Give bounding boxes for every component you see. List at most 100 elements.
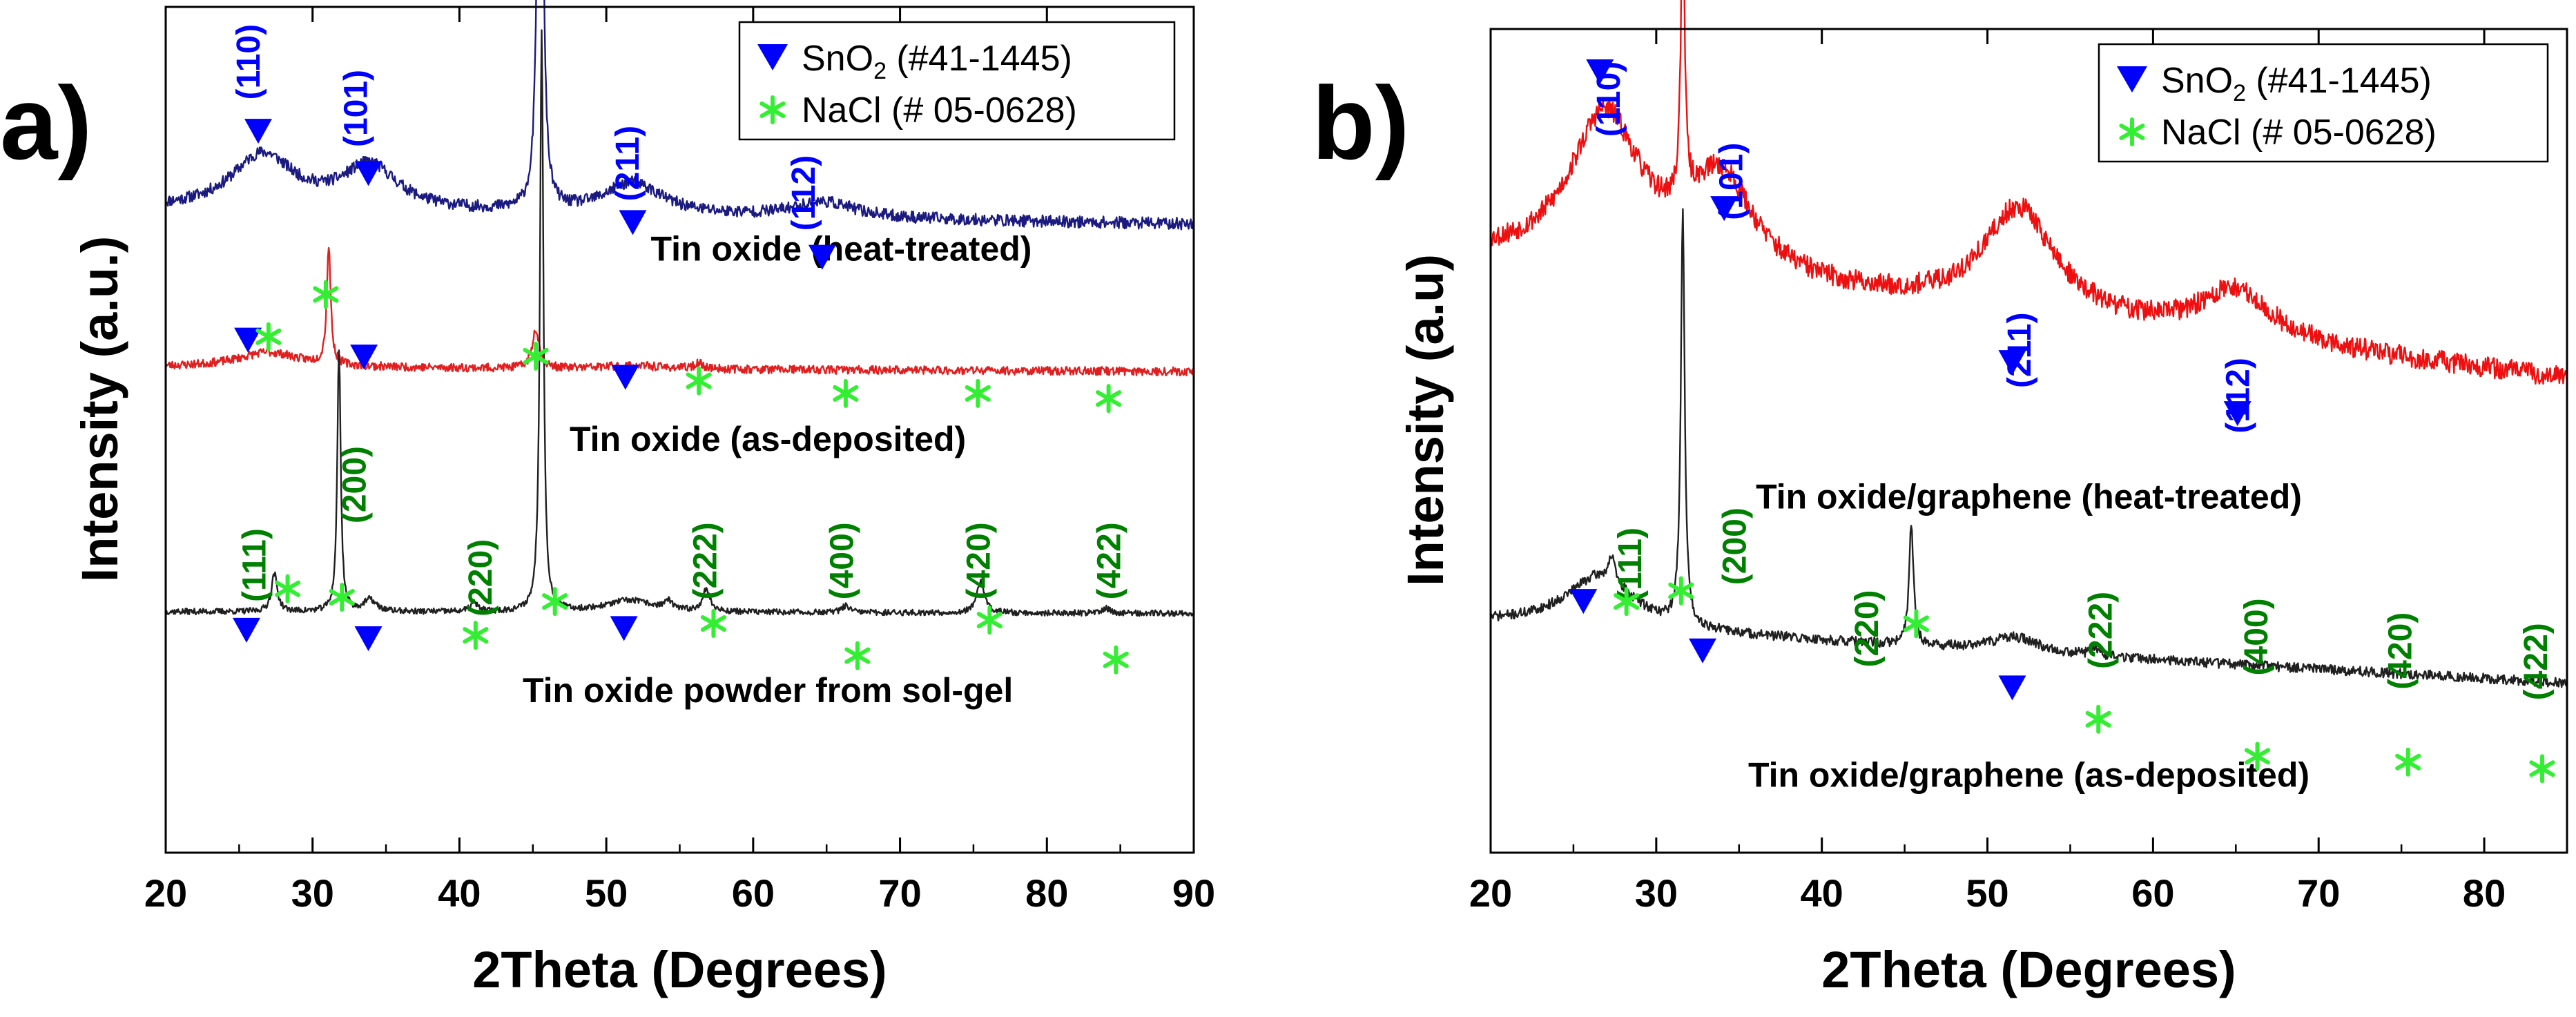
hkl-label: (420)	[960, 522, 997, 599]
nacl-asterisk-marker	[1903, 609, 1929, 639]
nacl-asterisk-marker	[1614, 587, 1640, 617]
nacl-asterisk-marker	[2244, 742, 2271, 771]
hkl-label: (110)	[231, 24, 267, 99]
hkl-label: (112)	[786, 155, 822, 231]
nacl-asterisk-marker	[463, 621, 489, 650]
series-line-0	[165, 0, 1195, 231]
hkl-label: (111)	[237, 528, 273, 602]
series-label-1: Tin oxide/graphene (as-deposited)	[1748, 756, 2309, 795]
sno2-triangle-marker	[232, 617, 260, 643]
sno2-triangle-marker	[354, 626, 382, 652]
y-axis-title: Intensity (a.u)	[1397, 254, 1454, 586]
x-tick-label: 50	[585, 871, 628, 915]
nacl-asterisk-marker	[329, 583, 355, 612]
legend-asterisk-icon	[759, 95, 786, 124]
legend-box	[2098, 43, 2549, 163]
sno2-triangle-marker	[611, 365, 639, 390]
nacl-asterisk-marker	[2395, 747, 2421, 777]
nacl-asterisk-marker	[313, 280, 339, 309]
legend-asterisk-icon	[2119, 117, 2145, 146]
nacl-asterisk-marker	[1668, 576, 1694, 606]
sno2-triangle-marker	[808, 244, 836, 270]
sno2-triangle-marker	[1569, 589, 1598, 614]
nacl-asterisk-marker	[1096, 384, 1122, 414]
hkl-label: (222)	[688, 522, 724, 599]
sno2-triangle-marker	[610, 616, 638, 641]
legend: SnO2 (#41-1445) NaCl (# 05-0628)	[738, 21, 1176, 141]
legend-entry-label: NaCl (# 05-0628)	[2161, 113, 2437, 153]
legend-entry-label: SnO2 (#41-1445)	[802, 39, 1072, 84]
nacl-asterisk-marker	[2529, 754, 2555, 784]
x-tick-label: 70	[2297, 871, 2340, 915]
nacl-asterisk-marker	[542, 587, 568, 617]
sno2-triangle-marker	[354, 161, 382, 186]
y-axis-title: Intensity (a.u.)	[71, 236, 128, 583]
panel-b-chart: b) Tin oxide/graphene (heat-treated) Tin o…	[1312, 0, 2568, 998]
hkl-label: (211)	[610, 126, 646, 201]
sno2-triangle-marker	[2223, 401, 2251, 427]
nacl-asterisk-marker	[700, 609, 727, 639]
x-tick-label: 70	[878, 871, 921, 915]
legend-triangle-icon	[2117, 66, 2147, 93]
hkl-label: (220)	[463, 539, 499, 617]
sno2-triangle-marker	[619, 210, 647, 235]
series-label-1: Tin oxide (as-deposited)	[570, 420, 966, 458]
nacl-asterisk-marker	[1103, 645, 1129, 675]
nacl-asterisk-marker	[523, 341, 549, 371]
x-tick-label: 90	[1172, 871, 1215, 915]
sno2-triangle-marker	[1586, 59, 1614, 85]
x-tick-label: 30	[291, 871, 334, 915]
x-tick-label: 80	[2463, 871, 2506, 915]
nacl-asterisk-marker	[686, 366, 712, 396]
series-line-1	[1489, 208, 2568, 688]
series-line-1	[165, 246, 1195, 377]
sno2-triangle-marker	[234, 327, 262, 353]
hkl-label: (220)	[1849, 590, 1886, 667]
x-axis-title: 2Theta (Degrees)	[1821, 941, 2236, 998]
legend-triangle-icon	[757, 44, 788, 70]
x-tick-label: 60	[2131, 871, 2174, 915]
nacl-asterisk-marker	[2085, 704, 2111, 734]
legend-entry-label: SnO2 (#41-1445)	[2161, 61, 2432, 106]
x-tick-label: 30	[1635, 871, 1678, 915]
nacl-asterisk-marker	[965, 378, 991, 408]
nacl-asterisk-marker	[274, 574, 301, 603]
nacl-asterisk-marker	[255, 322, 282, 351]
series-label-0: Tin oxide (heat-treated)	[651, 230, 1032, 269]
series-line-0	[1489, 0, 2568, 385]
plot-frame	[1489, 28, 2568, 854]
hkl-label: (200)	[1716, 507, 1753, 585]
sno2-triangle-marker	[1998, 350, 2026, 376]
series-label-0: Tin oxide/graphene (heat-treated)	[1756, 477, 2302, 516]
panel-a-chart: a) Tin oxide (heat-treated) Tin oxide (as-…	[0, 0, 1215, 998]
legend: SnO2 (#41-1445) NaCl (# 05-0628)	[2098, 43, 2549, 163]
series-label-2: Tin oxide powder from sol-gel	[523, 671, 1013, 710]
sno2-triangle-marker	[1689, 638, 1717, 664]
x-tick-label: 20	[1469, 871, 1512, 915]
hkl-label: (111)	[1612, 527, 1649, 601]
x-tick-label: 20	[144, 871, 187, 915]
legend-box	[738, 21, 1176, 141]
hkl-label: (222)	[2082, 592, 2119, 669]
nacl-asterisk-marker	[844, 641, 871, 670]
x-tick-label: 60	[732, 871, 775, 915]
nacl-asterisk-marker	[833, 378, 859, 408]
hkl-label: (422)	[1092, 522, 1128, 599]
panel-label: a)	[0, 65, 92, 181]
hkl-label: (422)	[2518, 623, 2555, 700]
sno2-triangle-marker	[244, 119, 273, 144]
sno2-triangle-marker	[1710, 196, 1739, 222]
panel-label: b)	[1312, 65, 1410, 181]
sno2-triangle-marker	[350, 345, 378, 370]
x-tick-label: 50	[1966, 871, 2008, 915]
hkl-label: (400)	[2238, 598, 2275, 675]
hkl-label: (101)	[338, 70, 374, 147]
hkl-label: (200)	[336, 446, 373, 523]
legend-entry-label: NaCl (# 05-0628)	[802, 90, 1077, 130]
series-line-2	[164, 29, 1195, 617]
sno2-triangle-marker	[1998, 675, 2026, 701]
hkl-label: (400)	[824, 522, 861, 599]
x-axis-title: 2Theta (Degrees)	[472, 941, 887, 998]
x-tick-label: 40	[1801, 871, 1843, 915]
